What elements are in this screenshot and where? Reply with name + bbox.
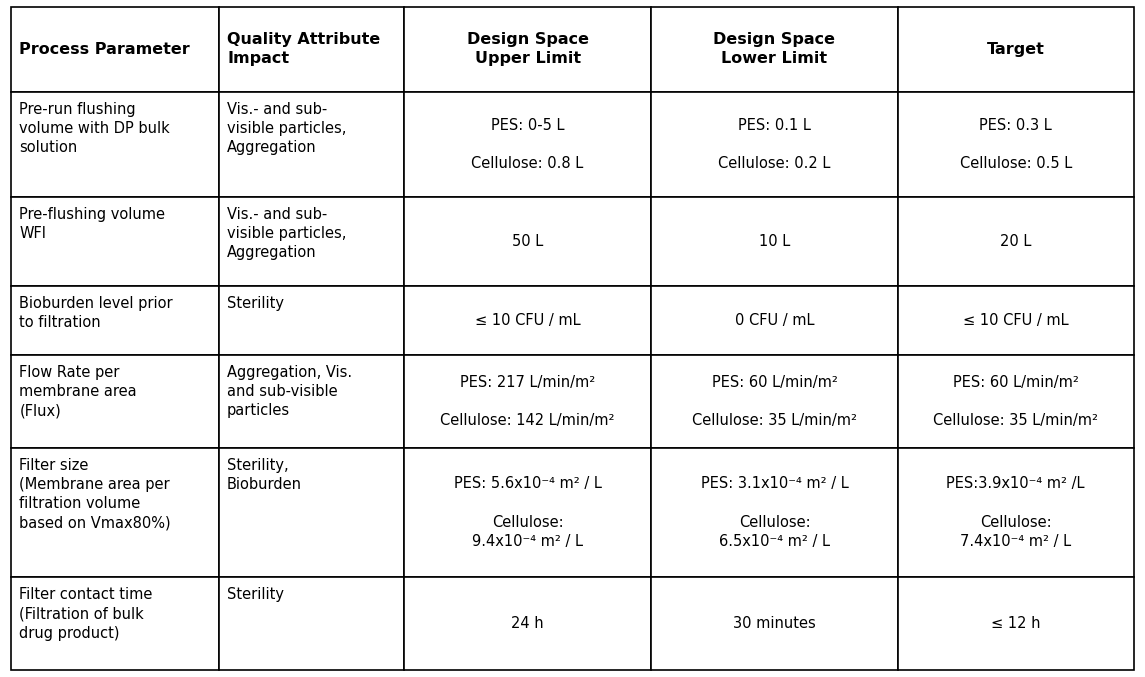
- Text: PES: 5.6x10⁻⁴ m² / L

Cellulose:
9.4x10⁻⁴ m² / L: PES: 5.6x10⁻⁴ m² / L Cellulose: 9.4x10⁻⁴…: [453, 476, 601, 549]
- Text: Quality Attribute
Impact: Quality Attribute Impact: [227, 32, 380, 66]
- Text: Process Parameter: Process Parameter: [19, 42, 190, 57]
- Text: 30 minutes: 30 minutes: [733, 616, 816, 631]
- Text: Bioburden level prior
to filtration: Bioburden level prior to filtration: [19, 296, 173, 330]
- Text: Flow Rate per
membrane area
(Flux): Flow Rate per membrane area (Flux): [19, 365, 137, 418]
- Bar: [404, 355, 652, 447]
- Bar: [652, 577, 898, 670]
- Bar: [652, 447, 898, 577]
- Bar: [652, 355, 898, 447]
- Text: Vis.- and sub-
visible particles,
Aggregation: Vis.- and sub- visible particles, Aggreg…: [227, 102, 347, 155]
- Text: Filter size
(Membrane area per
filtration volume
based on Vmax80%): Filter size (Membrane area per filtratio…: [19, 458, 171, 531]
- Bar: [652, 286, 898, 355]
- Text: PES: 0.3 L

Cellulose: 0.5 L: PES: 0.3 L Cellulose: 0.5 L: [960, 118, 1072, 171]
- Bar: [219, 355, 404, 447]
- Bar: [652, 197, 898, 286]
- Text: PES: 3.1x10⁻⁴ m² / L

Cellulose:
6.5x10⁻⁴ m² / L: PES: 3.1x10⁻⁴ m² / L Cellulose: 6.5x10⁻⁴…: [701, 476, 848, 549]
- Text: 20 L: 20 L: [1000, 234, 1032, 249]
- Bar: [898, 91, 1134, 197]
- Bar: [898, 577, 1134, 670]
- Bar: [219, 7, 404, 91]
- Text: 50 L: 50 L: [512, 234, 543, 249]
- Bar: [11, 7, 219, 91]
- Text: Sterility,
Bioburden: Sterility, Bioburden: [227, 458, 302, 492]
- Bar: [898, 447, 1134, 577]
- Bar: [219, 286, 404, 355]
- Bar: [11, 355, 219, 447]
- Bar: [898, 355, 1134, 447]
- Text: Pre-flushing volume
WFI: Pre-flushing volume WFI: [19, 207, 166, 241]
- Text: Pre-run flushing
volume with DP bulk
solution: Pre-run flushing volume with DP bulk sol…: [19, 102, 171, 155]
- Bar: [404, 447, 652, 577]
- Text: Sterility: Sterility: [227, 588, 284, 603]
- Text: Target: Target: [987, 42, 1044, 57]
- Bar: [652, 7, 898, 91]
- Text: PES: 0.1 L

Cellulose: 0.2 L: PES: 0.1 L Cellulose: 0.2 L: [718, 118, 830, 171]
- Text: Sterility: Sterility: [227, 296, 284, 311]
- Bar: [404, 577, 652, 670]
- Text: Design Space
Lower Limit: Design Space Lower Limit: [713, 32, 836, 66]
- Text: 24 h: 24 h: [512, 616, 544, 631]
- Text: Design Space
Upper Limit: Design Space Upper Limit: [467, 32, 589, 66]
- Text: Filter contact time
(Filtration of bulk
drug product): Filter contact time (Filtration of bulk …: [19, 588, 152, 640]
- Text: PES: 217 L/min/m²

Cellulose: 142 L/min/m²: PES: 217 L/min/m² Cellulose: 142 L/min/m…: [441, 374, 615, 428]
- Bar: [652, 91, 898, 197]
- Bar: [11, 91, 219, 197]
- Bar: [219, 91, 404, 197]
- Bar: [11, 447, 219, 577]
- Bar: [11, 286, 219, 355]
- Bar: [11, 197, 219, 286]
- Text: PES: 60 L/min/m²

Cellulose: 35 L/min/m²: PES: 60 L/min/m² Cellulose: 35 L/min/m²: [692, 374, 856, 428]
- Bar: [404, 7, 652, 91]
- Bar: [898, 197, 1134, 286]
- Text: PES:3.9x10⁻⁴ m² /L

Cellulose:
7.4x10⁻⁴ m² / L: PES:3.9x10⁻⁴ m² /L Cellulose: 7.4x10⁻⁴ m…: [947, 476, 1085, 549]
- Bar: [404, 197, 652, 286]
- Bar: [219, 447, 404, 577]
- Bar: [404, 286, 652, 355]
- Bar: [898, 286, 1134, 355]
- Text: PES: 0-5 L

Cellulose: 0.8 L: PES: 0-5 L Cellulose: 0.8 L: [472, 118, 584, 171]
- Text: 10 L: 10 L: [759, 234, 790, 249]
- Text: Vis.- and sub-
visible particles,
Aggregation: Vis.- and sub- visible particles, Aggreg…: [227, 207, 347, 261]
- Bar: [11, 577, 219, 670]
- Bar: [219, 577, 404, 670]
- Text: 0 CFU / mL: 0 CFU / mL: [735, 313, 814, 328]
- Bar: [898, 7, 1134, 91]
- Text: PES: 60 L/min/m²

Cellulose: 35 L/min/m²: PES: 60 L/min/m² Cellulose: 35 L/min/m²: [933, 374, 1098, 428]
- Bar: [219, 197, 404, 286]
- Bar: [404, 91, 652, 197]
- Text: Aggregation, Vis.
and sub-visible
particles: Aggregation, Vis. and sub-visible partic…: [227, 365, 353, 418]
- Text: ≤ 12 h: ≤ 12 h: [990, 616, 1041, 631]
- Text: ≤ 10 CFU / mL: ≤ 10 CFU / mL: [963, 313, 1068, 328]
- Text: ≤ 10 CFU / mL: ≤ 10 CFU / mL: [475, 313, 581, 328]
